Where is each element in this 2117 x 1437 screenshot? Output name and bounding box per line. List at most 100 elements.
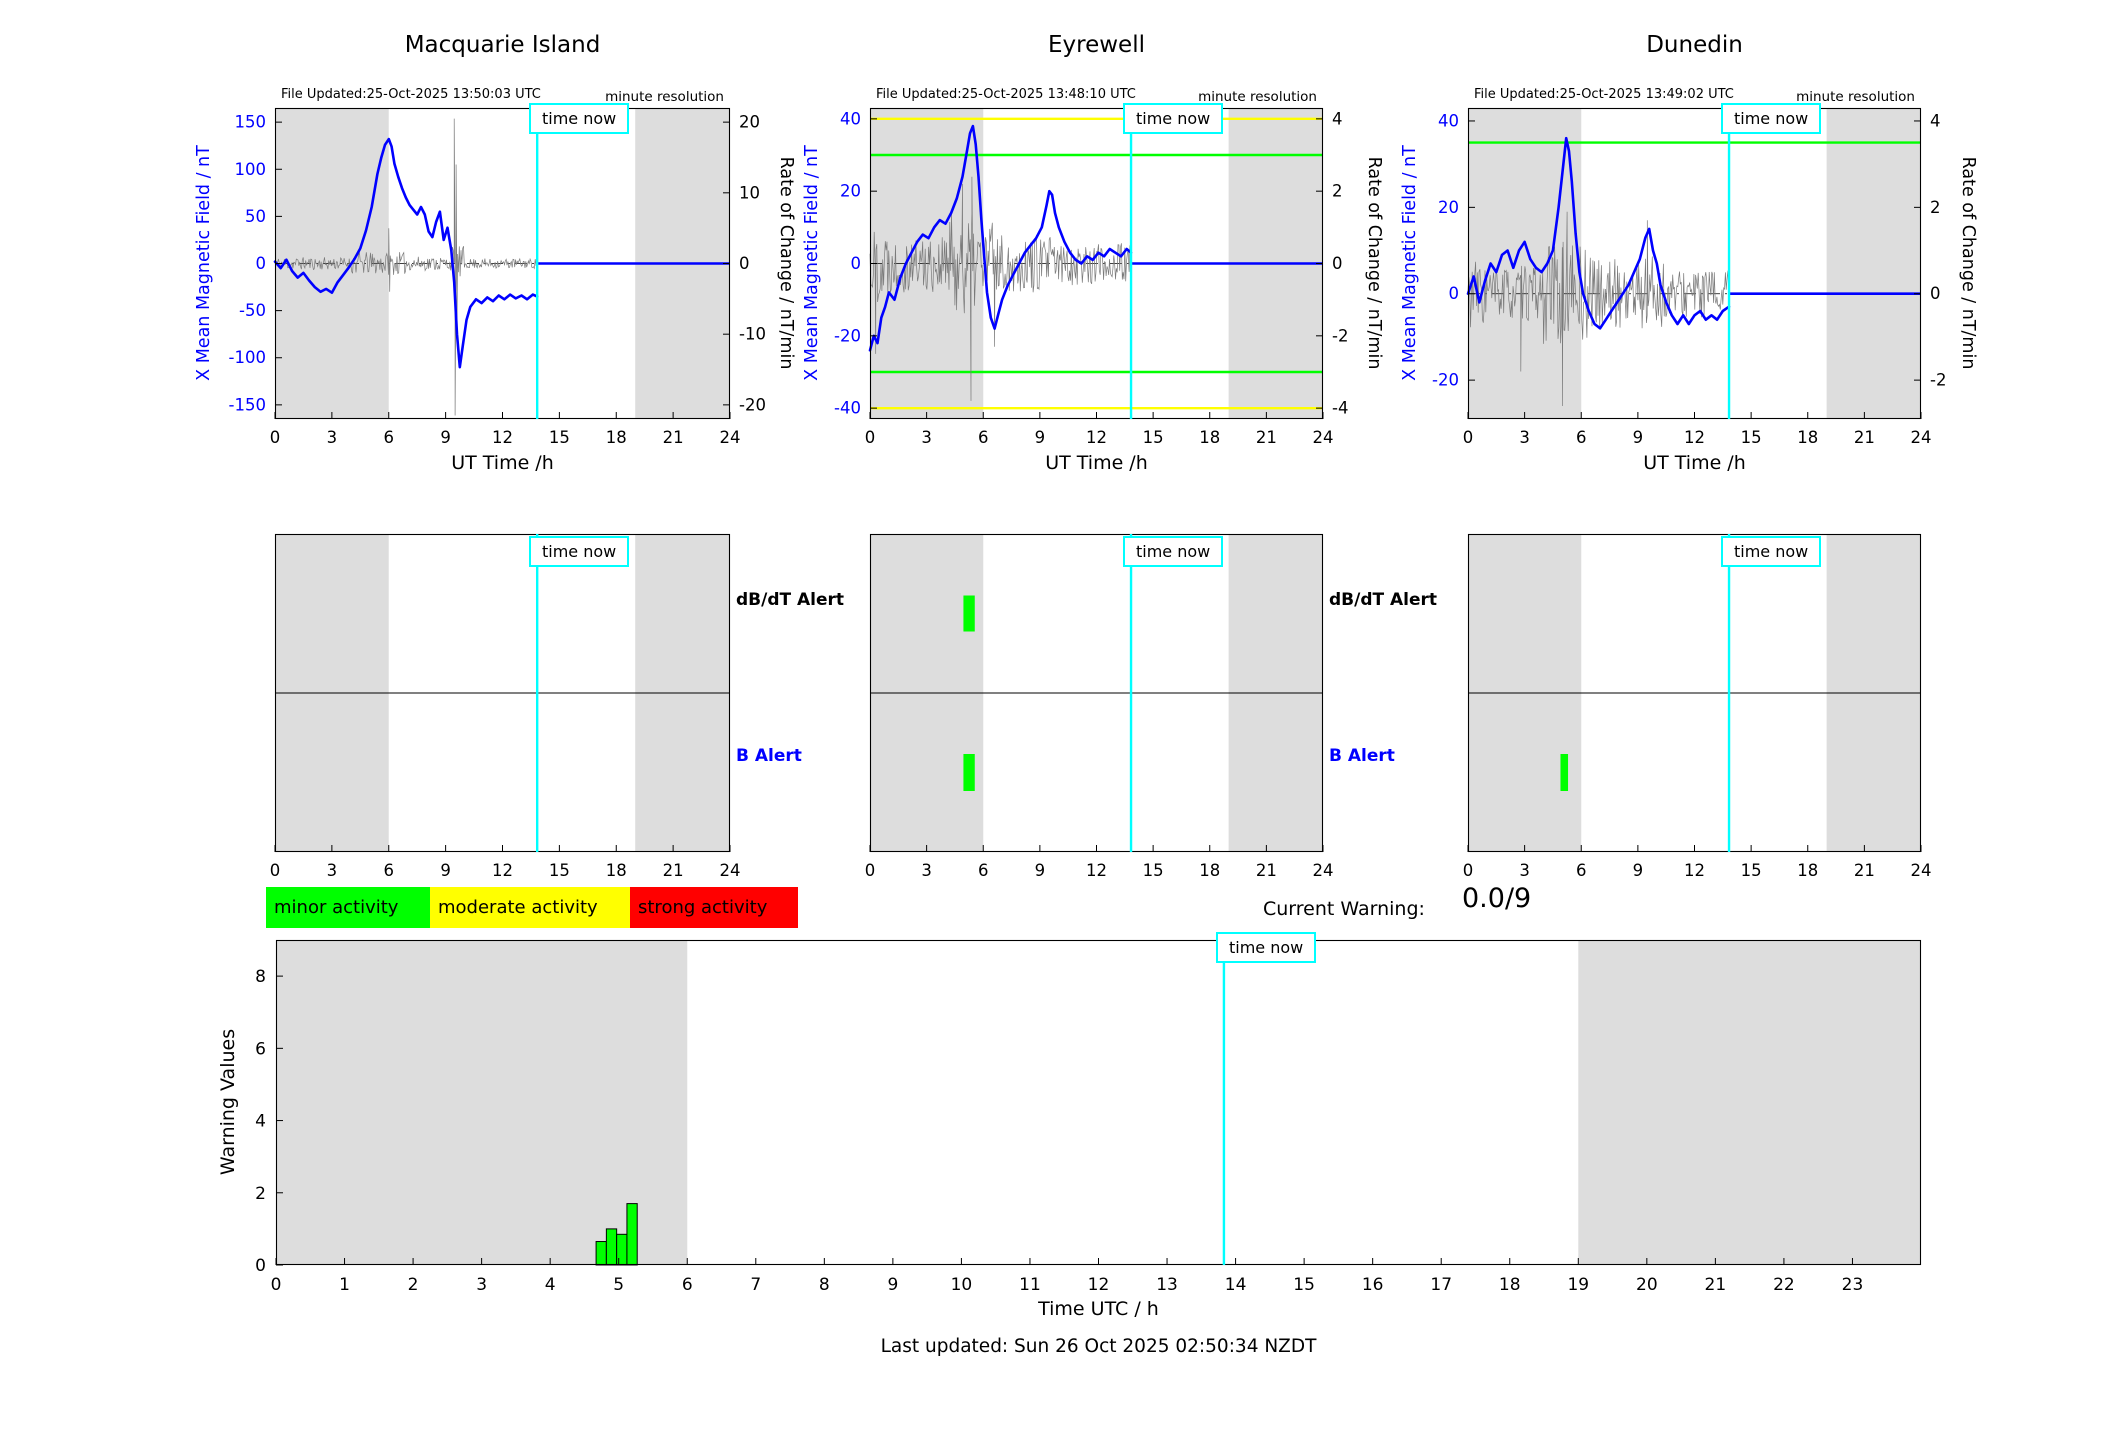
station-title-macquarie: Macquarie Island <box>404 32 601 58</box>
svg-text:15: 15 <box>1293 1275 1315 1295</box>
svg-text:-50: -50 <box>239 301 266 320</box>
svg-text:8: 8 <box>255 967 266 987</box>
y-axis-label-right-eyrewell: Rate of Change / nT/min <box>1364 156 1384 370</box>
svg-text:24: 24 <box>1911 861 1932 880</box>
svg-text:7: 7 <box>750 1275 761 1295</box>
minute-resolution-note: minute resolution <box>1198 89 1317 105</box>
svg-text:3: 3 <box>921 428 932 447</box>
dbdt-alert-label: dB/dT Alert <box>1329 590 1438 610</box>
svg-text:6: 6 <box>384 428 395 447</box>
svg-text:6: 6 <box>384 861 395 880</box>
file-updated-macquarie: File Updated:25-Oct-2025 13:50:03 UTC <box>281 87 541 102</box>
svg-text:6: 6 <box>1576 428 1587 447</box>
svg-text:15: 15 <box>1741 861 1762 880</box>
svg-text:15: 15 <box>549 861 570 880</box>
svg-text:0: 0 <box>1463 861 1474 880</box>
svg-text:9: 9 <box>440 861 451 880</box>
svg-text:3: 3 <box>476 1275 487 1295</box>
svg-text:0: 0 <box>1332 254 1343 273</box>
svg-text:3: 3 <box>327 428 338 447</box>
svg-text:4: 4 <box>1930 111 1941 130</box>
svg-text:24: 24 <box>1313 861 1334 880</box>
y-axis-label-right-macquarie: Rate of Change / nT/min <box>776 156 796 370</box>
svg-text:150: 150 <box>235 113 267 132</box>
x-axis-label-eyrewell: UT Time /h <box>1045 452 1148 474</box>
svg-text:18: 18 <box>1797 428 1818 447</box>
svg-text:-10: -10 <box>739 325 766 344</box>
svg-text:-150: -150 <box>229 395 266 414</box>
y-axis-label-left-eyrewell: X Mean Magnetic Field / nT <box>802 145 822 381</box>
svg-text:13: 13 <box>1156 1275 1178 1295</box>
svg-text:0: 0 <box>1930 284 1941 303</box>
svg-text:0: 0 <box>255 1256 266 1276</box>
legend-strong-activity: strong activity <box>630 887 798 928</box>
svg-text:100: 100 <box>235 160 267 179</box>
svg-text:21: 21 <box>1256 861 1277 880</box>
svg-text:18: 18 <box>1199 861 1220 880</box>
file-updated-dunedin: File Updated:25-Oct-2025 13:49:02 UTC <box>1474 87 1734 102</box>
svg-text:22: 22 <box>1773 1275 1795 1295</box>
time-now-annotation: time now <box>1216 932 1317 963</box>
svg-text:11: 11 <box>1019 1275 1041 1295</box>
svg-text:10: 10 <box>951 1275 973 1295</box>
svg-text:16: 16 <box>1362 1275 1384 1295</box>
svg-text:0: 0 <box>256 254 267 273</box>
svg-text:9: 9 <box>1035 428 1046 447</box>
svg-text:5: 5 <box>613 1275 624 1295</box>
svg-text:20: 20 <box>739 113 760 132</box>
b-alert-label: B Alert <box>1329 746 1395 766</box>
station-title-eyrewell: Eyrewell <box>1048 32 1145 58</box>
minute-resolution-note: minute resolution <box>1796 89 1915 105</box>
svg-text:12: 12 <box>1088 1275 1110 1295</box>
svg-text:21: 21 <box>1256 428 1277 447</box>
svg-text:50: 50 <box>245 207 266 226</box>
current-warning-value: 0.0/9 <box>1462 883 1532 914</box>
svg-text:40: 40 <box>840 109 861 128</box>
alert-timeline-eyrewell: 0 3 6 9 12 15 18 21 24 <box>865 533 1334 880</box>
legend-moderate-activity: moderate activity <box>430 887 630 928</box>
svg-text:2: 2 <box>1332 182 1343 201</box>
svg-text:12: 12 <box>492 428 513 447</box>
svg-text:3: 3 <box>327 861 338 880</box>
station-title-dunedin: Dunedin <box>1646 32 1743 58</box>
x-axis-label-dunedin: UT Time /h <box>1643 452 1746 474</box>
svg-text:24: 24 <box>1313 428 1334 447</box>
svg-text:8: 8 <box>819 1275 830 1295</box>
dbdt-alert-label: dB/dT Alert <box>736 590 845 610</box>
svg-text:4: 4 <box>545 1275 556 1295</box>
svg-text:0: 0 <box>270 861 281 880</box>
alert-timeline-macquarie: 0 3 6 9 12 15 18 21 24 <box>270 533 741 880</box>
svg-text:21: 21 <box>663 861 684 880</box>
svg-text:-100: -100 <box>229 348 266 367</box>
svg-text:6: 6 <box>978 861 989 880</box>
x-axis-label-macquarie: UT Time /h <box>451 452 554 474</box>
y-axis-label-right-dunedin: Rate of Change / nT/min <box>1958 156 1978 370</box>
svg-text:0: 0 <box>865 861 876 880</box>
warning-x-axis-label: Time UTC / h <box>1038 1298 1159 1320</box>
svg-text:4: 4 <box>1332 109 1343 128</box>
svg-text:9: 9 <box>1035 861 1046 880</box>
svg-text:-20: -20 <box>834 326 861 345</box>
time-now-annotation: time now <box>1721 103 1822 134</box>
svg-text:0: 0 <box>865 428 876 447</box>
svg-text:6: 6 <box>1576 861 1587 880</box>
alert-timeline-dunedin: 0 3 6 9 12 15 18 21 24 <box>1463 533 1932 880</box>
svg-text:9: 9 <box>440 428 451 447</box>
current-warning-label: Current Warning: <box>1263 898 1425 920</box>
svg-text:24: 24 <box>720 428 741 447</box>
warning-values-chart: 0 1 2 3 4 5 6 7 8 9 10 11 12 13 14 15 16 17 18 19 20 21 22 2302… <box>255 939 1922 1295</box>
time-now-annotation: time now <box>529 103 630 134</box>
svg-text:9: 9 <box>887 1275 898 1295</box>
svg-text:12: 12 <box>1684 428 1705 447</box>
file-updated-eyrewell: File Updated:25-Oct-2025 13:48:10 UTC <box>876 87 1136 102</box>
legend-minor-activity: minor activity <box>266 887 430 928</box>
svg-text:-40: -40 <box>834 399 861 418</box>
svg-text:40: 40 <box>1438 111 1459 130</box>
svg-text:0: 0 <box>1463 428 1474 447</box>
svg-text:6: 6 <box>255 1039 266 1059</box>
svg-text:18: 18 <box>606 428 627 447</box>
svg-text:12: 12 <box>492 861 513 880</box>
svg-text:3: 3 <box>921 861 932 880</box>
svg-text:15: 15 <box>1143 861 1164 880</box>
